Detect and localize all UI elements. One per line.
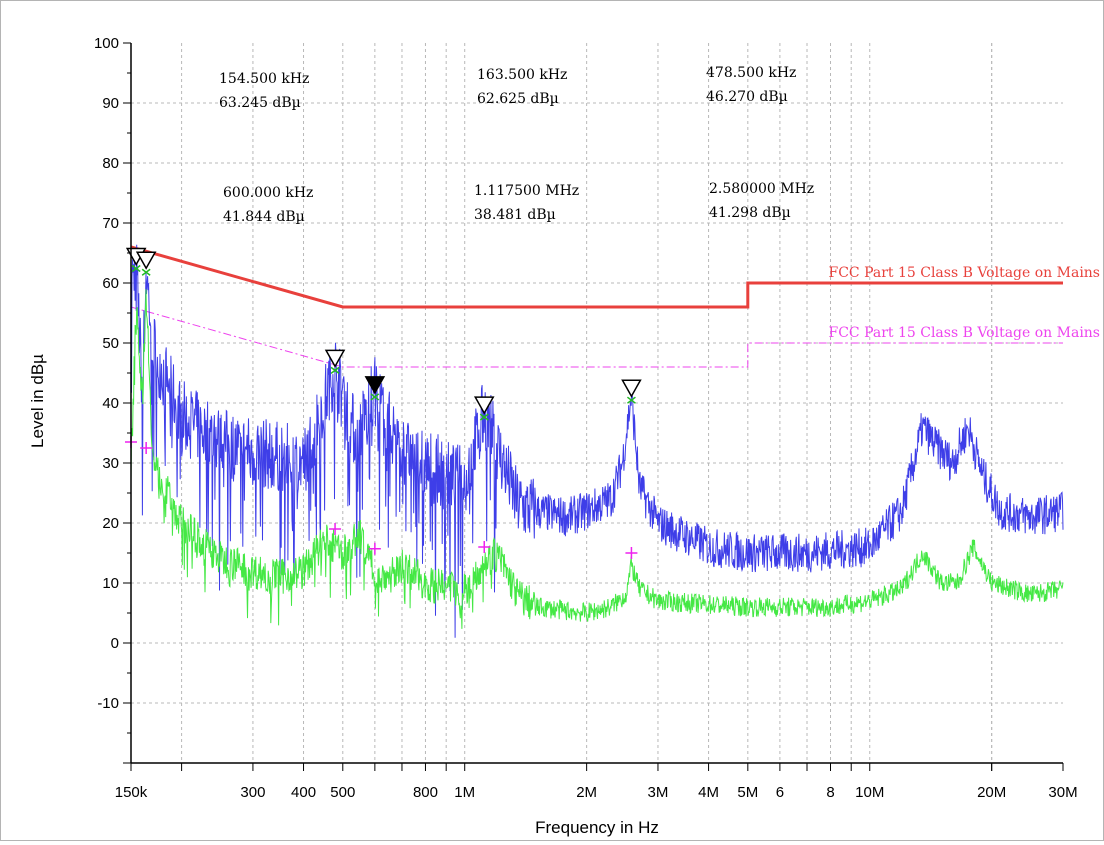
x-tick-label: 3M	[648, 784, 669, 801]
y-tick-label: 40	[102, 395, 119, 412]
traces	[130, 244, 1064, 638]
marker-frequency: 600.000 kHz	[223, 185, 313, 201]
axes	[123, 42, 1064, 771]
limit-line-label: FCC Part 15 Class B Voltage on Mains	[828, 265, 1100, 281]
marker-frequency: 478.500 kHz	[706, 65, 796, 81]
y-tick-label: 60	[102, 275, 119, 292]
limit-lines: FCC Part 15 Class B Voltage on Mains FCC …	[130, 245, 1100, 368]
marker-frequency: 1.117500 MHz	[474, 183, 579, 199]
y-axis-title: Level in dBµ	[28, 354, 47, 448]
average-marker	[478, 541, 491, 553]
peak-marker-cross	[479, 413, 489, 421]
average-marker	[368, 542, 381, 555]
y-tick-label: 0	[111, 635, 119, 652]
peak-marker-cross	[131, 264, 141, 273]
marker-readouts: 154.500 kHz 63.245 dBµ 163.500 kHz 62.625 d…	[219, 65, 814, 225]
x-tick-label: 300	[240, 784, 265, 801]
x-tick-label: 5M	[737, 784, 758, 801]
grid	[131, 43, 1063, 763]
average-marker	[625, 547, 638, 559]
peak-marker-cross	[370, 393, 380, 401]
y-tick-label: 100	[94, 35, 119, 52]
x-tick-label: 30M	[1048, 784, 1077, 801]
x-tick-label: 8	[826, 784, 834, 801]
peak-trace	[130, 244, 1064, 638]
y-tick-label: 90	[102, 95, 119, 112]
x-tick-label: 4M	[698, 784, 719, 801]
y-tick-label: 30	[102, 455, 119, 472]
peak-marker-cross	[626, 396, 636, 404]
peak-marker	[473, 396, 495, 415]
marker-level: 46.270 dBµ	[706, 89, 788, 105]
peak-marker	[135, 251, 157, 270]
marker-frequency: 154.500 kHz	[219, 71, 309, 87]
average-trace	[130, 289, 1064, 629]
marker-frequency: 163.500 kHz	[477, 67, 567, 83]
y-tick-label: -10	[97, 695, 119, 712]
y-tick-label: 10	[102, 575, 119, 592]
x-tick-label: 150k	[115, 784, 148, 801]
peak-markers	[125, 247, 642, 421]
x-tick-label: 400	[291, 784, 316, 801]
x-tick-label: 10M	[855, 784, 884, 801]
peak-marker-cross	[330, 366, 340, 374]
average-marker	[140, 442, 153, 454]
x-tick-label: 6	[776, 784, 784, 801]
y-tick-label: 80	[102, 155, 119, 172]
peak-marker-cross	[141, 268, 151, 276]
x-tick-label: 500	[330, 784, 355, 801]
y-tick-label: 70	[102, 215, 119, 232]
marker-level: 38.481 dBµ	[474, 207, 556, 223]
marker-level: 63.245 dBµ	[219, 95, 301, 111]
marker-level: 41.298 dBµ	[709, 205, 791, 221]
marker-level: 41.844 dBµ	[223, 209, 305, 225]
x-tick-label: 1M	[454, 784, 475, 801]
limit-line-avg	[130, 306, 1063, 368]
x-tick-label: 800	[413, 784, 438, 801]
x-axis-title: Frequency in Hz	[535, 818, 659, 837]
marker-frequency: 2.580000 MHz	[709, 181, 814, 197]
limit-line-label: FCC Part 15 Class B Voltage on Mains	[828, 325, 1100, 341]
peak-marker	[364, 376, 386, 395]
y-tick-label: 50	[102, 335, 119, 352]
x-tick-label: 2M	[576, 784, 597, 801]
x-tick-label: 20M	[977, 784, 1006, 801]
limit-line-qp	[130, 245, 1063, 309]
peak-marker	[621, 379, 642, 398]
average-marker	[329, 523, 342, 535]
peak-marker	[324, 349, 346, 368]
marker-level: 62.625 dBµ	[477, 91, 559, 107]
y-tick-label: 20	[102, 515, 119, 532]
